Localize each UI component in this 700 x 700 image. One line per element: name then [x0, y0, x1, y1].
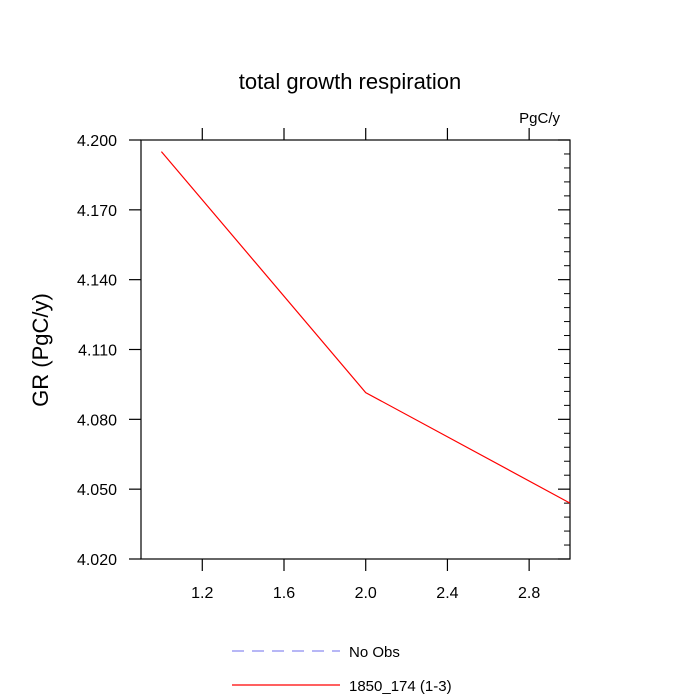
x-tick-label: 2.8 [518, 585, 540, 602]
axis-ticks: 1.2 1.6 2.0 2.4 2.8 4.020 4.050 4.080 4.110 4.140… [77, 128, 570, 602]
y-tick-label: 4.050 [77, 482, 117, 499]
series-line [160, 151, 571, 504]
y-tick-label: 4.020 [77, 552, 117, 569]
legend-label-1850-174: 1850_174 (1-3) [349, 678, 452, 695]
y-tick-label: 4.200 [77, 133, 117, 150]
x-tick-label: 2.0 [355, 585, 377, 602]
chart-title: total growth respiration [239, 69, 462, 94]
series-layer [160, 151, 571, 504]
y-axis-label: GR (PgC/y) [28, 293, 53, 407]
units-label: PgC/y [519, 110, 560, 127]
x-tick-label: 2.4 [436, 585, 458, 602]
legend-label-no-obs: No Obs [349, 644, 400, 661]
y-tick-label: 4.080 [77, 412, 117, 429]
y-tick-label: 4.170 [77, 203, 117, 220]
x-tick-label: 1.6 [273, 585, 295, 602]
y-tick-label: 4.110 [78, 343, 117, 360]
legend: No Obs 1850_174 (1-3) [232, 644, 452, 695]
y-tick-label: 4.140 [77, 273, 117, 290]
x-tick-label: 1.2 [191, 585, 213, 602]
